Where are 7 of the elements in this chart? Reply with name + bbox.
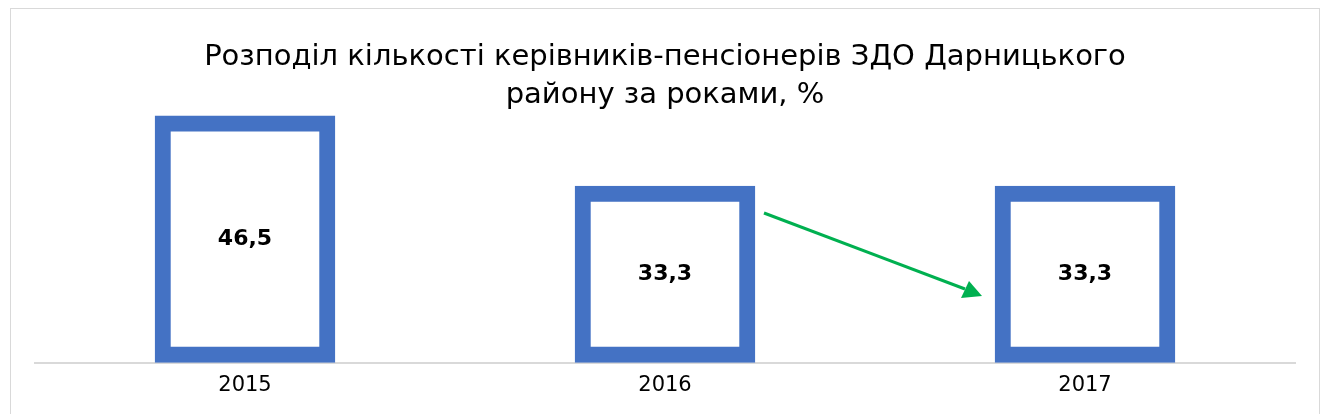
x-tick-label: 2016 [638, 371, 692, 396]
data-label: 33,3 [1057, 260, 1113, 286]
data-label: 46,5 [217, 224, 273, 250]
x-tick-label: 2017 [1058, 371, 1112, 396]
chart-title: Розподіл кількості керівників-пенсіонерів ЗДО Дарницького району за роками, % [203, 37, 1127, 112]
data-label: 33,3 [637, 260, 693, 286]
x-tick-label: 2015 [218, 371, 272, 396]
